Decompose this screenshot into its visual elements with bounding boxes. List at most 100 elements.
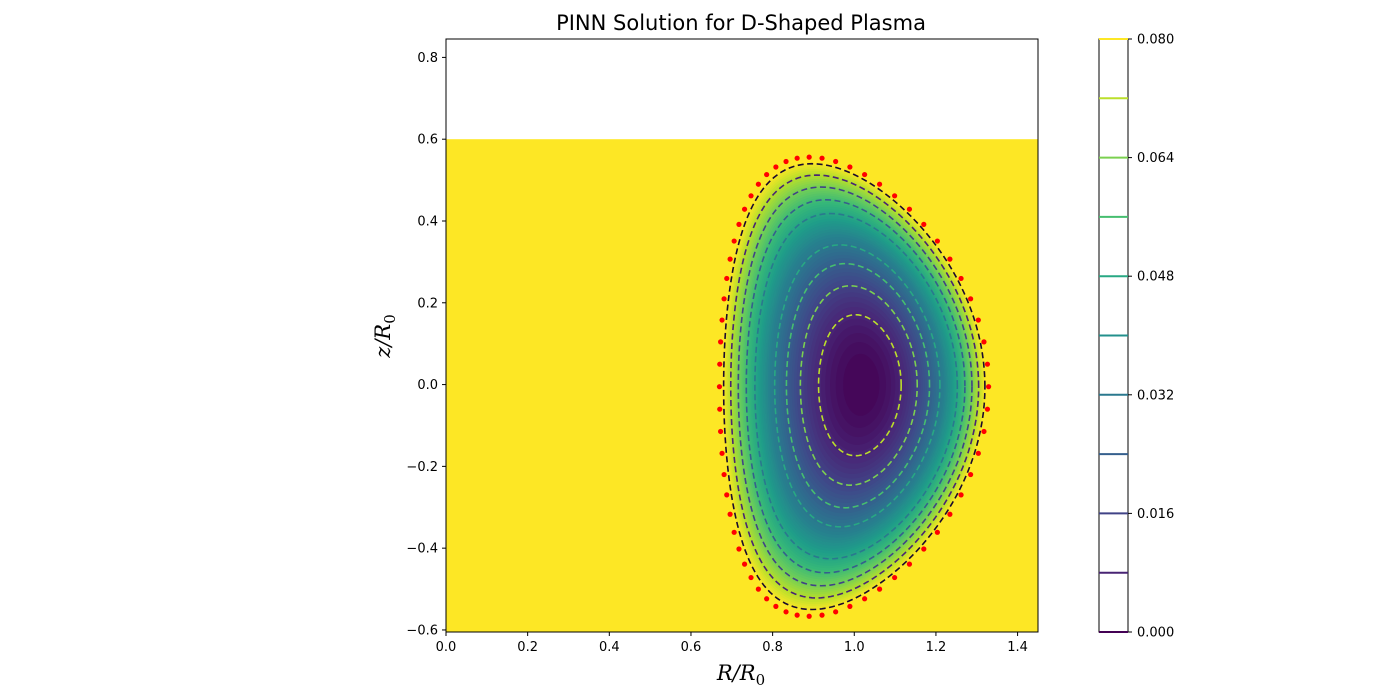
boundary-point [892,574,898,581]
contour-line [763,227,950,545]
boundary-point [748,574,754,581]
boundary-point [783,609,789,615]
boundary-point [764,596,770,602]
colorbar-tick-label: 0.080 [1137,33,1174,48]
colorbar-ticks: 0.000 0.016 0.032 0.048 0.064 0.080 [1128,33,1174,641]
boundary-point [847,603,853,609]
boundary-point [984,406,991,412]
boundary-point [975,317,981,323]
x-axis-label: R/R0 [716,661,765,689]
y-tick-label: 0.8 [417,51,438,66]
boundary-point [921,546,927,552]
x-tick-label: 1.2 [926,640,947,655]
boundary-point [783,158,789,165]
boundary-point [862,171,868,178]
boundary-points [716,154,992,619]
boundary-point [806,613,812,619]
boundary-point [794,155,800,161]
x-axis-ticks: 0.0 0.2 0.4 0.6 0.8 1.0 1.2 1.4 [436,632,1028,655]
boundary-point [833,158,839,165]
boundary-point [968,471,974,478]
contour-line [773,244,941,528]
contour-line [817,313,902,457]
y-tick-label: 0.4 [417,214,438,229]
colorbar-tick-label: 0.048 [1137,270,1174,285]
colorbar: 0.000 0.016 0.032 0.048 0.064 0.080 [1098,33,1174,641]
boundary-point [727,511,733,517]
boundary-point [731,529,737,535]
plot-area: 0.0 0.2 0.4 0.6 0.8 1.0 1.2 1.4 −0.6 −0.4 −0.2 0.0… [406,38,1039,655]
boundary-point [981,428,987,435]
contour-line [745,199,966,574]
boundary-point [984,361,991,367]
boundary-point [719,450,725,456]
boundary-point [719,317,725,323]
boundary-point [724,275,730,282]
boundary-point [718,428,724,435]
boundary-point [721,471,727,478]
dashed-contour-lines [722,162,986,611]
y-axis-ticks: −0.6 −0.4 −0.2 0.0 0.2 0.4 0.6 0.8 [406,51,446,638]
boundary-point [947,256,953,262]
boundary-point [934,238,940,244]
y-tick-label: −0.6 [406,623,438,638]
colorbar-tick-label: 0.032 [1137,388,1174,403]
x-tick-label: 0.0 [436,640,457,655]
y-tick-label: −0.2 [406,460,438,475]
boundary-point [773,164,779,170]
y-tick-label: 0.0 [417,378,438,393]
boundary-point [847,164,853,170]
boundary-point [819,612,825,618]
boundary-point [741,206,748,212]
boundary-point [731,238,737,244]
axes-frame [445,38,1039,633]
colorbar-level-lines [1099,38,1128,633]
y-tick-label: 0.6 [417,133,438,148]
boundary-point [717,406,723,412]
boundary-point [748,193,754,199]
colorbar-tick-label: 0.000 [1137,626,1174,641]
boundary-point [724,492,730,498]
boundary-point [721,296,727,302]
boundary-point [958,275,964,282]
boundary-point [718,339,724,345]
boundary-point [819,155,825,161]
x-tick-label: 1.4 [1007,640,1028,655]
contour-line [754,212,959,560]
boundary-point [736,546,742,552]
boundary-point [727,256,733,262]
boundary-point [736,221,742,227]
boundary-point [806,154,812,160]
boundary-point [716,384,723,390]
chart-title: PINN Solution for D-Shaped Plasma [556,11,926,35]
boundary-point [755,181,761,187]
x-tick-label: 0.2 [517,640,538,655]
contour-band [843,353,880,416]
y-axis-label: z/R0 [371,314,399,359]
boundary-point [981,339,987,345]
boundary-point [906,561,913,567]
y-tick-label: −0.4 [406,542,438,557]
boundary-point [934,529,940,535]
boundary-point [755,586,761,592]
contour-line [737,186,973,587]
boundary-point [862,596,868,602]
contour-line [785,262,931,509]
x-tick-label: 0.8 [762,640,783,655]
colorbar-tick-label: 0.064 [1137,151,1174,166]
boundary-point [968,296,974,302]
x-tick-label: 0.6 [681,640,702,655]
x-tick-label: 1.0 [844,640,865,655]
x-tick-label: 0.4 [599,640,620,655]
boundary-point [764,171,770,178]
boundary-point [717,361,723,367]
boundary-point [876,181,883,187]
boundary-point [773,603,779,609]
boundary-point [975,450,981,456]
boundary-point [958,492,964,498]
boundary-point [906,206,913,212]
boundary-point [794,612,800,618]
boundary-point [741,561,748,567]
boundary-point [986,384,992,390]
y-tick-label: 0.2 [417,296,438,311]
